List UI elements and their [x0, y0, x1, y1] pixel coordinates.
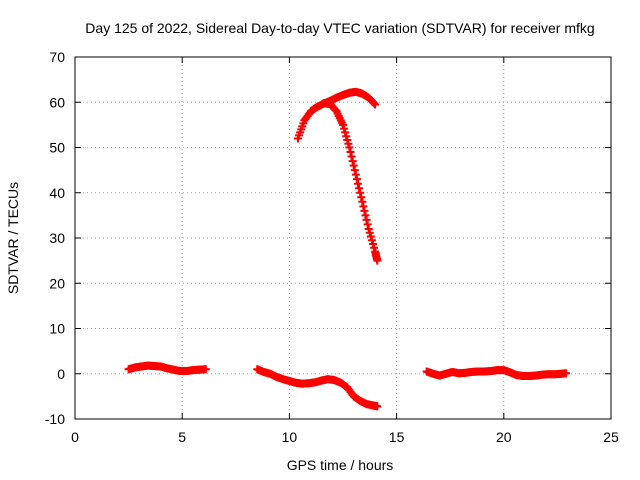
y-tick-label: 0: [57, 366, 65, 382]
data-point: [370, 243, 379, 252]
data-point: [359, 202, 368, 211]
chart-title: Day 125 of 2022, Sidereal Day-to-day VTE…: [85, 20, 594, 36]
data-point: [358, 197, 367, 206]
y-tick-labels: -10 0 10 20 30 40 50 60 70: [45, 49, 65, 427]
x-tick-label: 15: [389, 429, 405, 445]
data-point: [354, 179, 363, 188]
data-point: [361, 211, 370, 220]
y-tick-label: 60: [49, 94, 65, 110]
data-point: [352, 175, 361, 184]
data-point: [339, 120, 347, 129]
grid-lines: [75, 57, 611, 419]
series-arc-2: [253, 365, 382, 411]
data-point: [340, 124, 349, 133]
data-point: [370, 99, 379, 108]
data-point: [341, 128, 350, 137]
data-point: [348, 157, 357, 166]
y-tick-label: 30: [49, 230, 65, 246]
data-point: [369, 240, 378, 249]
x-tick-label: 0: [71, 429, 79, 445]
data-point: [357, 193, 366, 202]
data-point: [347, 152, 356, 161]
data-point: [345, 143, 354, 152]
data-point: [373, 256, 382, 265]
series-arc-1: [124, 361, 210, 376]
y-tick-label: 50: [49, 140, 65, 156]
data-point: [367, 236, 376, 245]
x-tick-label: 20: [496, 429, 512, 445]
data-point: [360, 206, 369, 215]
data-point: [349, 161, 358, 170]
data-point: [350, 166, 359, 175]
data-point: [363, 220, 372, 229]
y-tick-label: -10: [45, 411, 65, 427]
data-point: [351, 170, 360, 179]
series-arc-3: [293, 87, 380, 143]
y-axis-label: SDTVAR / TECUs: [5, 182, 21, 294]
y-tick-label: 20: [49, 275, 65, 291]
data-point: [356, 188, 365, 197]
data-point: [201, 365, 210, 374]
series-arc-4: [319, 99, 382, 265]
data-point: [364, 224, 373, 233]
data-point: [344, 139, 353, 148]
x-tick-label: 5: [178, 429, 186, 445]
data-point: [343, 135, 352, 144]
data-point: [561, 369, 570, 378]
data-points: [124, 87, 570, 411]
data-point: [366, 232, 375, 241]
y-tick-label: 10: [49, 321, 65, 337]
data-point: [342, 132, 351, 141]
data-point: [355, 184, 364, 193]
x-axis-label: GPS time / hours: [287, 457, 394, 473]
data-point: [373, 402, 382, 411]
y-tick-label: 70: [49, 49, 65, 65]
x-tick-label: 25: [603, 429, 619, 445]
series-arc-5: [422, 366, 570, 381]
data-point: [365, 228, 374, 237]
data-point: [371, 100, 380, 109]
data-point: [346, 148, 355, 157]
x-tick-label: 10: [282, 429, 298, 445]
tick-marks: [74, 56, 612, 420]
y-tick-label: 40: [49, 185, 65, 201]
x-tick-labels: 0 5 10 15 20 25: [71, 429, 619, 445]
data-point: [362, 215, 371, 224]
